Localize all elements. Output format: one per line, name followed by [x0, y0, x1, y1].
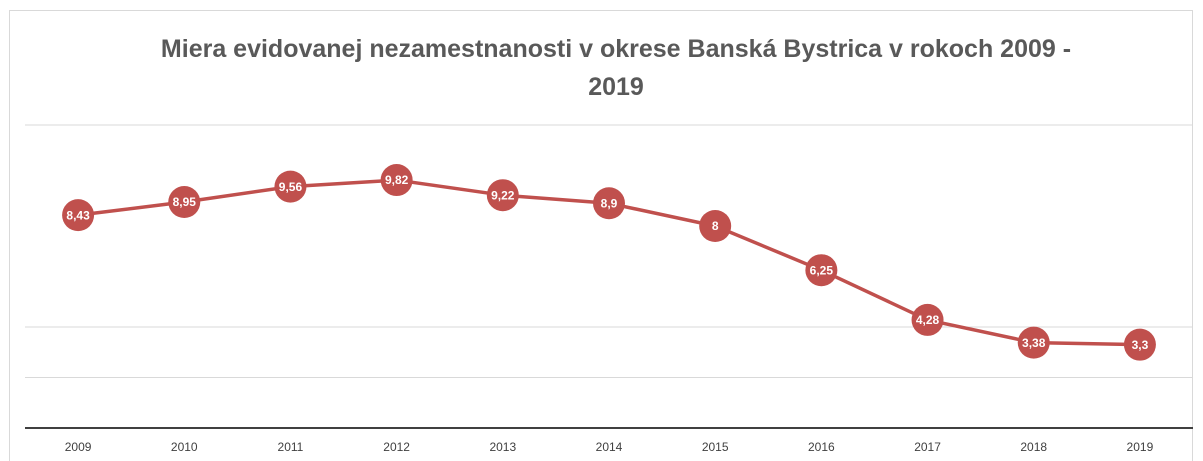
- data-label: 4,28: [916, 313, 940, 327]
- data-label: 6,25: [810, 263, 834, 277]
- data-label: 3,3: [1132, 338, 1149, 352]
- x-tick-label: 2018: [1020, 440, 1047, 454]
- data-label: 8,95: [173, 195, 197, 209]
- data-label: 9,56: [279, 180, 303, 194]
- data-point: [911, 303, 944, 336]
- chart-title: Miera evidovanej nezamestnanosti v okres…: [160, 35, 1072, 101]
- data-point: [380, 164, 413, 197]
- x-tick-label: 2013: [489, 440, 516, 454]
- data-label: 9,22: [491, 188, 515, 202]
- x-tick-label: 2019: [1127, 440, 1154, 454]
- x-tick-label: 2012: [383, 440, 410, 454]
- data-label: 8,9: [601, 196, 618, 210]
- data-label: 3,38: [1022, 336, 1046, 350]
- x-tick-label: 2017: [914, 440, 941, 454]
- x-tick-label: 2010: [171, 440, 198, 454]
- data-label: 9,82: [385, 173, 409, 187]
- x-tick-label: 2014: [596, 440, 623, 454]
- data-point: [1017, 326, 1050, 359]
- data-point: [593, 187, 625, 220]
- data-point: [805, 254, 838, 287]
- x-tick-label: 2015: [702, 440, 729, 454]
- x-tick-label: 2009: [65, 440, 92, 454]
- data-point: [274, 170, 307, 203]
- x-tick-label: 2016: [808, 440, 835, 454]
- data-point: [486, 179, 519, 212]
- data-point: [62, 199, 95, 232]
- data-label: 8: [712, 219, 719, 233]
- data-point: [1123, 328, 1156, 361]
- data-label: 8,43: [66, 208, 90, 222]
- data-point: [168, 186, 201, 219]
- chart-frame: [9, 10, 1193, 461]
- data-point: [699, 210, 732, 242]
- x-tick-label: 2011: [278, 440, 304, 454]
